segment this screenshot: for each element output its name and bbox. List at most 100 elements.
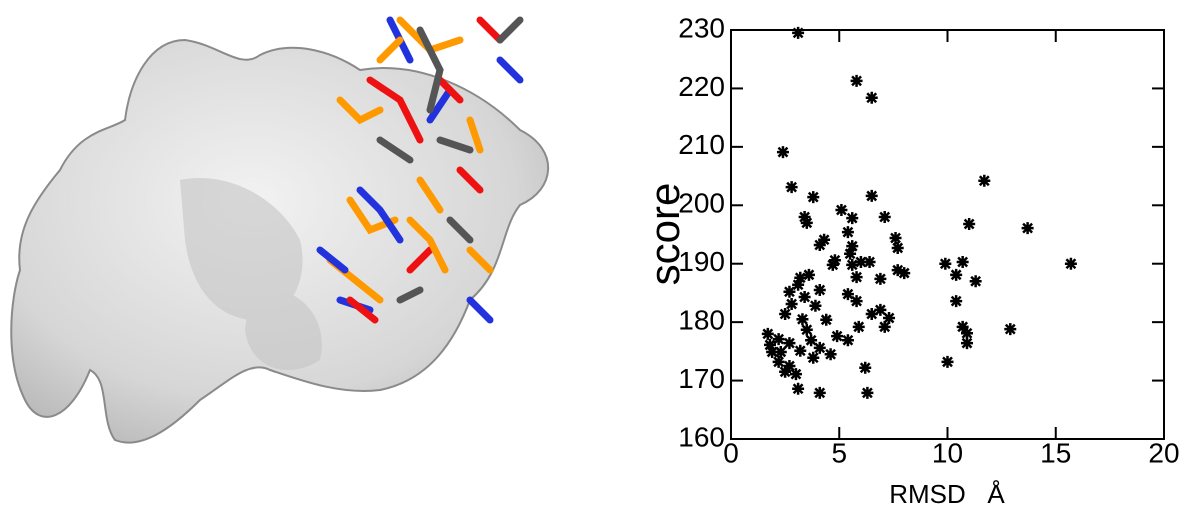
- point: [796, 313, 809, 326]
- point: [807, 191, 820, 204]
- point: [798, 210, 811, 223]
- point: [844, 247, 857, 260]
- y-tick-label: 220: [678, 71, 725, 102]
- point: [878, 210, 891, 223]
- point: [789, 368, 802, 381]
- y-tick-label: 160: [678, 421, 725, 452]
- point: [846, 258, 859, 271]
- point: [800, 323, 813, 336]
- point: [776, 146, 789, 159]
- point: [802, 268, 815, 281]
- point: [956, 320, 969, 333]
- point: [785, 181, 798, 194]
- point: [841, 288, 854, 301]
- point: [841, 226, 854, 239]
- point: [865, 91, 878, 104]
- point: [813, 239, 826, 252]
- point: [783, 337, 796, 350]
- point: [772, 333, 785, 346]
- point: [809, 299, 822, 312]
- point: [1004, 323, 1017, 336]
- point: [794, 271, 807, 284]
- point: [800, 216, 813, 229]
- surface-shade: [180, 178, 322, 370]
- point: [939, 257, 952, 270]
- point: [850, 74, 863, 87]
- point: [850, 271, 863, 284]
- point: [779, 365, 792, 378]
- point: [794, 344, 807, 357]
- point: [813, 341, 826, 354]
- point: [846, 240, 859, 253]
- point: [772, 355, 785, 368]
- point: [831, 330, 844, 343]
- x-tick-label: 5: [831, 437, 847, 468]
- point: [766, 345, 779, 358]
- point: [828, 254, 841, 267]
- point: [783, 359, 796, 372]
- point: [761, 327, 774, 340]
- point: [785, 298, 798, 311]
- point: [763, 338, 776, 351]
- point: [978, 174, 991, 187]
- y-tick-label: 180: [678, 305, 725, 336]
- point: [941, 355, 954, 368]
- y-axis-label: score: [641, 183, 688, 286]
- y-tick-label: 230: [678, 12, 725, 43]
- point: [969, 275, 982, 288]
- point: [805, 334, 818, 347]
- y-tick-label: 210: [678, 129, 725, 160]
- x-tick-label: 10: [932, 437, 963, 468]
- point: [874, 272, 887, 285]
- point: [960, 337, 973, 350]
- point: [826, 258, 839, 271]
- point: [854, 255, 867, 268]
- point: [798, 291, 811, 304]
- point: [850, 295, 863, 308]
- point: [792, 26, 805, 39]
- point: [813, 284, 826, 297]
- point: [878, 320, 891, 333]
- point: [1021, 222, 1034, 235]
- point: [852, 320, 865, 333]
- point: [874, 303, 887, 316]
- y-tick-label: 190: [678, 246, 725, 277]
- point: [841, 334, 854, 347]
- point: [859, 361, 872, 374]
- point: [960, 327, 973, 340]
- point: [898, 267, 911, 280]
- y-tick-label: 200: [678, 188, 725, 219]
- point: [889, 232, 902, 245]
- point: [950, 295, 963, 308]
- point: [813, 386, 826, 399]
- point: [846, 212, 859, 225]
- protein-render: [10, 16, 550, 444]
- point: [807, 351, 820, 364]
- point: [820, 313, 833, 326]
- point: [891, 264, 904, 277]
- point: [891, 241, 904, 254]
- y-tick-label: 170: [678, 363, 725, 394]
- x-tick-label: 20: [1148, 437, 1179, 468]
- point: [774, 345, 787, 358]
- point: [783, 285, 796, 298]
- point: [792, 382, 805, 395]
- point: [779, 307, 792, 320]
- point: [963, 217, 976, 230]
- point: [835, 203, 848, 216]
- point: [865, 189, 878, 202]
- x-axis-label: RMSD Å: [889, 479, 1005, 509]
- point: [956, 255, 969, 268]
- point: [950, 268, 963, 281]
- point: [818, 233, 831, 246]
- point: [824, 348, 837, 361]
- point: [883, 312, 896, 325]
- x-tick-label: 0: [723, 437, 739, 468]
- x-tick-label: 15: [1040, 437, 1071, 468]
- ligand-poses: [316, 16, 524, 324]
- point: [865, 307, 878, 320]
- point: [792, 278, 805, 291]
- point: [863, 255, 876, 268]
